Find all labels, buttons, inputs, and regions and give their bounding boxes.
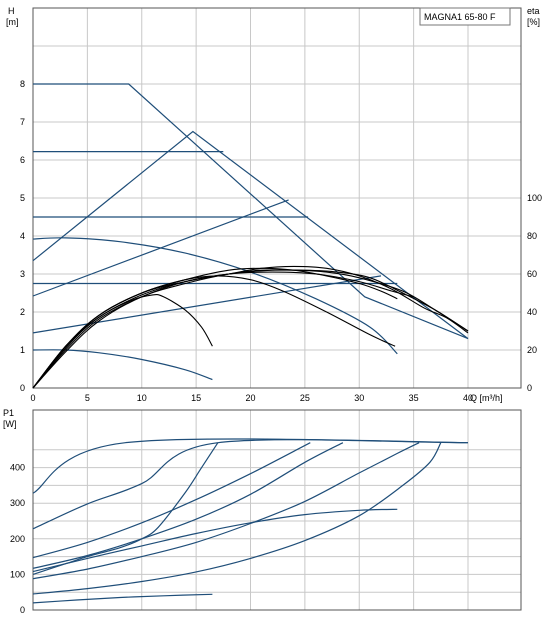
y-tick-label-head: 7	[20, 117, 25, 127]
power-curve	[32, 442, 344, 569]
head-setpoint-line	[33, 83, 469, 340]
y-tick-label-power: 200	[10, 534, 25, 544]
power-curve	[32, 439, 469, 530]
head-setpoint-line	[32, 130, 469, 340]
x-tick-label: 25	[300, 393, 310, 403]
x-tick-label: 30	[354, 393, 364, 403]
axis-ticks: 0 5 10 15 20 25 30 35 40012345678020406080100010…	[10, 79, 542, 615]
efficiency-curve	[32, 294, 213, 389]
y-axis-unit-power: [W]	[3, 419, 17, 429]
y-tick-label-power: 100	[10, 569, 25, 579]
y-axis-label-power: P1	[3, 408, 14, 418]
x-tick-label: 40	[463, 393, 473, 403]
power-curve	[32, 593, 213, 604]
x-tick-label: 15	[191, 393, 201, 403]
power-curve	[32, 442, 219, 575]
y-tick-label-eta: 20	[527, 345, 537, 355]
x-tick-label: 5	[85, 393, 90, 403]
y-tick-label-eta: 40	[527, 307, 537, 317]
y-tick-label-head: 3	[20, 269, 25, 279]
y-tick-label-head: 5	[20, 193, 25, 203]
x-tick-label: 10	[137, 393, 147, 403]
power-curve	[32, 442, 311, 559]
y-tick-label-power: 0	[20, 605, 25, 615]
power-curve	[32, 442, 442, 595]
x-tick-label: 20	[245, 393, 255, 403]
head-chart-series	[32, 83, 469, 389]
head-chart-frame	[32, 7, 522, 389]
power-curve	[32, 508, 398, 573]
y-axis-label-eta: eta	[527, 6, 540, 16]
y-tick-label-head: 2	[20, 307, 25, 317]
y-tick-label-head: 0	[20, 383, 25, 393]
y-axis-unit-head: [m]	[6, 17, 19, 27]
chart-title: MAGNA1 65-80 F	[424, 12, 496, 22]
y-tick-label-power: 400	[10, 463, 25, 473]
head-chart-grid	[33, 8, 521, 388]
chart-title-box	[419, 7, 511, 26]
y-tick-label-eta: 60	[527, 269, 537, 279]
x-axis-label: Q [m³/h]	[470, 393, 503, 403]
power-chart-frame	[32, 409, 522, 611]
proportional-pressure-curve	[32, 237, 398, 355]
y-axis-unit-eta: [%]	[527, 17, 540, 27]
power-chart-grid	[33, 410, 521, 610]
power-curve	[32, 442, 420, 580]
y-tick-label-head: 1	[20, 345, 25, 355]
y-tick-label-eta: 100	[527, 193, 542, 203]
y-tick-label-eta: 0	[527, 383, 532, 393]
y-tick-label-eta: 80	[527, 231, 537, 241]
y-tick-label-power: 300	[10, 498, 25, 508]
y-tick-label-head: 8	[20, 79, 25, 89]
efficiency-curve	[32, 271, 414, 389]
power-chart-series	[32, 438, 469, 604]
efficiency-curve	[32, 275, 396, 389]
x-tick-label: 35	[409, 393, 419, 403]
x-tick-label: 0	[30, 393, 35, 403]
y-tick-label-head: 4	[20, 231, 25, 241]
efficiency-curve	[32, 269, 469, 389]
y-axis-label-head: H	[8, 6, 15, 16]
y-tick-label-head: 6	[20, 155, 25, 165]
